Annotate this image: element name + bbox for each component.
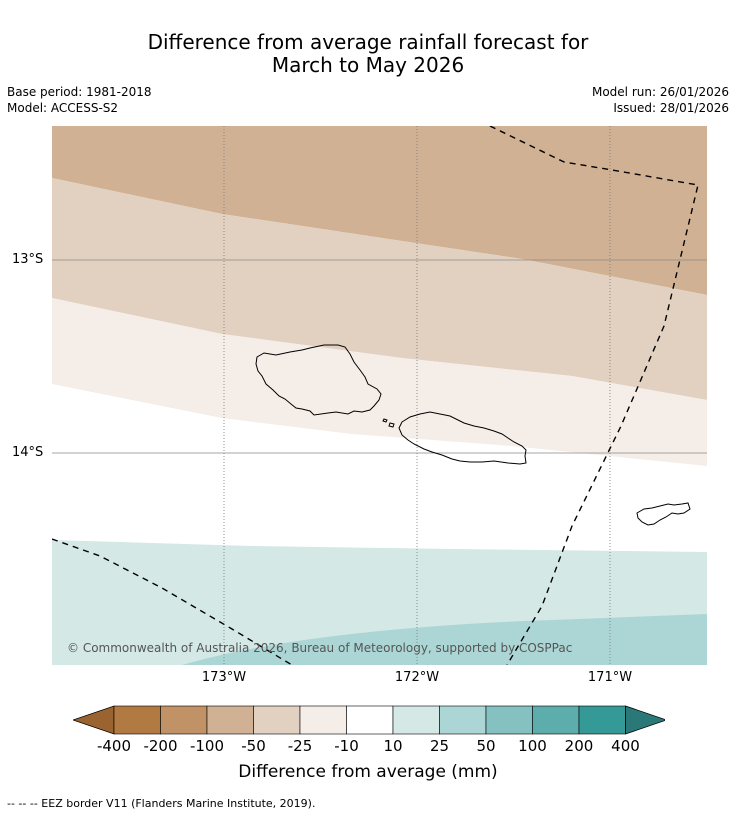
zone-minus25-minus10 xyxy=(52,178,707,400)
colorbar-tick-label: 25 xyxy=(429,737,450,755)
colorbar-swatch xyxy=(439,705,487,735)
forecast-map xyxy=(52,126,707,665)
colorbar-tick-label: 100 xyxy=(518,737,547,755)
colorbar-swatch xyxy=(299,705,347,735)
colorbar-swatch xyxy=(485,705,533,735)
model-name: Model: ACCESS-S2 xyxy=(7,101,119,115)
issued-date: Issued: 28/01/2026 xyxy=(613,101,729,115)
colorbar-tick-label: 200 xyxy=(564,737,594,755)
colorbar-swatch xyxy=(160,705,208,735)
island-upolu xyxy=(398,411,527,465)
colorbar-tick-label: 400 xyxy=(611,737,640,755)
colorbar-swatch xyxy=(532,705,580,735)
colorbar-swatch xyxy=(346,705,394,735)
lon-label-171w: 171°W xyxy=(587,670,633,685)
eez-border-north-east xyxy=(489,126,699,665)
colorbar-extend-low xyxy=(73,705,115,735)
colorbar-tick-label: -25 xyxy=(287,737,313,755)
zone-plus25-plus50 xyxy=(182,614,707,665)
lon-label-173w: 173°W xyxy=(201,670,247,685)
colorbar-extend-high xyxy=(625,705,665,735)
map-title: Difference from average rainfall forecas… xyxy=(0,31,736,77)
map-canvas xyxy=(52,126,707,665)
colorbar-swatch xyxy=(206,705,254,735)
model-run: Model run: 26/01/2026 xyxy=(591,85,729,99)
meta-left: Base period: 1981-2018 Model: ACCESS-S2 xyxy=(7,84,152,116)
copyright-notice: © Commonwealth of Australia 2026, Bureau… xyxy=(67,641,573,655)
colorbar-tick-label: -400 xyxy=(96,737,132,755)
colorbar-tick-label: -200 xyxy=(143,737,178,755)
island-savaii xyxy=(255,344,382,416)
colorbar-swatch xyxy=(392,705,440,735)
colorbar-tick-label: 10 xyxy=(383,737,403,755)
colorbar-swatch xyxy=(113,705,161,735)
colorbar-tick-label: 50 xyxy=(476,737,496,755)
zone-minus10-plus10-light xyxy=(52,298,707,466)
title-line-1: Difference from average rainfall forecas… xyxy=(147,30,589,54)
colorbar-tick-label: -100 xyxy=(189,737,225,755)
colorbar xyxy=(73,705,665,735)
island-manono xyxy=(388,422,395,428)
colorbar-tick-label: -50 xyxy=(241,737,266,755)
island-apolima xyxy=(382,418,388,423)
lon-label-172w: 172°W xyxy=(394,670,440,685)
eez-border-south-west xyxy=(52,538,293,665)
colorbar-label: Difference from average (mm) xyxy=(238,762,498,782)
colorbar-swatch xyxy=(578,705,626,735)
colorbar-tick-label: -10 xyxy=(334,737,359,755)
lat-label-14s: 14°S xyxy=(12,445,44,460)
zone-minus50-minus25 xyxy=(52,126,707,295)
lat-label-13s: 13°S xyxy=(12,252,44,267)
island-tutuila xyxy=(636,502,691,526)
colorbar-swatch xyxy=(253,705,301,735)
meta-right: Model run: 26/01/2026 Issued: 28/01/2026 xyxy=(592,84,729,116)
eez-footnote: -- -- -- EEZ border V11 (Flanders Marine… xyxy=(7,797,316,810)
base-period: Base period: 1981-2018 xyxy=(7,85,152,99)
title-line-2: March to May 2026 xyxy=(271,53,465,77)
